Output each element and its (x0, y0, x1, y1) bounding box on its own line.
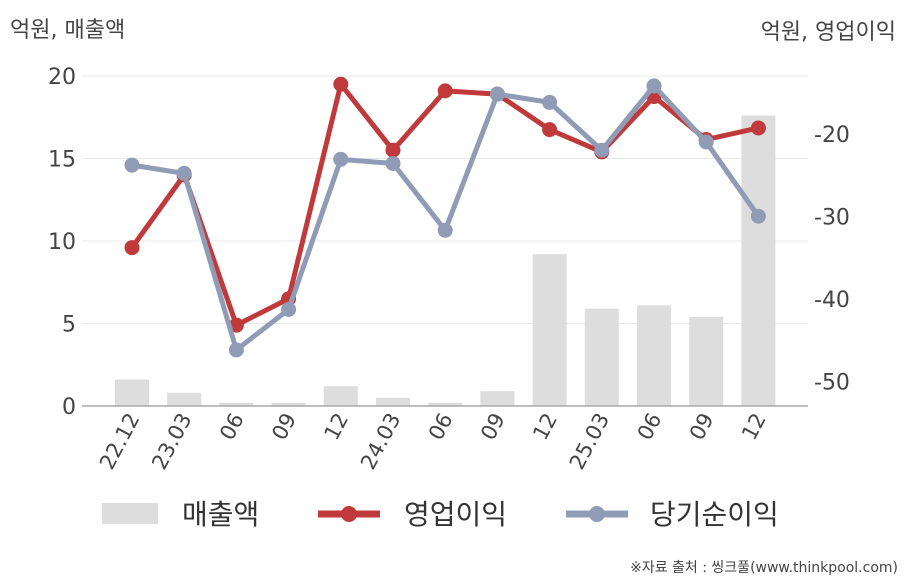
x-tick-label: 09 (476, 409, 510, 444)
series-point (333, 76, 349, 92)
right-tick-label: -50 (814, 370, 850, 395)
bar (167, 392, 202, 406)
legend-label-net-income: 당기순이익 (650, 498, 779, 531)
left-axis-label: 억원, 매출액 (10, 18, 125, 43)
bar (323, 386, 358, 406)
series-line (129, 81, 761, 328)
series-point (646, 78, 662, 94)
series-point (489, 86, 505, 102)
right-axis-ticks: -50 -40 -30 -20 (814, 123, 850, 396)
line-series (124, 76, 766, 358)
bar (532, 254, 567, 406)
series-point (124, 240, 140, 256)
series-point (437, 222, 453, 238)
bar (584, 308, 619, 406)
legend-marker-net-income (589, 506, 605, 522)
right-axis-label: 억원, 영업이익 (761, 20, 896, 45)
series-point (228, 342, 244, 358)
legend-marker-operating-profit (341, 506, 357, 522)
series-point (750, 120, 766, 136)
bar (480, 391, 515, 406)
x-tick-label: 06 (633, 409, 667, 444)
series-point (281, 301, 297, 317)
series-point (750, 208, 766, 224)
x-tick-label: 22.12 (95, 409, 144, 473)
right-tick-label: -20 (814, 123, 850, 148)
bar (271, 402, 306, 406)
left-tick-label: 5 (62, 313, 76, 338)
left-axis-ticks: 0 5 10 15 20 (48, 65, 76, 420)
right-tick-label: -40 (814, 288, 850, 313)
source-note: ※자료 출처 : 씽크풀(www.thinkpool.com) (630, 560, 898, 576)
left-tick-label: 10 (48, 230, 76, 255)
series-point (333, 151, 349, 167)
x-tick-label: 25.03 (565, 409, 614, 473)
right-tick-label: -30 (814, 205, 850, 230)
legend-swatch-revenue (102, 503, 158, 524)
series-point (437, 83, 453, 99)
series-point (124, 157, 140, 173)
x-tick-label: 06 (215, 409, 249, 444)
series-point (698, 134, 714, 150)
x-tick-label: 12 (737, 409, 771, 444)
bar (219, 402, 254, 406)
series-point (176, 165, 192, 181)
bar (637, 305, 671, 406)
x-tick-label: 24.03 (356, 409, 405, 473)
x-tick-label: 23.03 (147, 409, 196, 473)
x-tick-label: 12 (528, 409, 562, 444)
left-tick-label: 20 (48, 65, 76, 90)
series-point (594, 142, 610, 158)
series-point (542, 94, 558, 110)
bar (741, 115, 776, 406)
series-point (385, 155, 401, 171)
x-tick-label: 06 (424, 409, 458, 444)
legend: 매출액 영업이익 당기순이익 (102, 498, 779, 531)
bar (115, 379, 149, 406)
x-axis-ticks: 22.12 23.03 06 09 12 24.03 06 09 12 25.03 06 09 12 (95, 409, 771, 473)
x-tick-label: 12 (319, 409, 353, 444)
x-tick-label: 09 (685, 409, 719, 444)
legend-label-revenue: 매출액 (182, 498, 259, 531)
series-point (542, 122, 558, 138)
bar (689, 316, 724, 406)
bar-series (115, 115, 776, 406)
legend-label-operating-profit: 영업이익 (404, 498, 507, 531)
left-tick-label: 15 (48, 148, 76, 173)
left-tick-label: 0 (62, 395, 76, 420)
bar (376, 397, 410, 406)
bar (428, 402, 463, 406)
series-point (385, 142, 401, 158)
x-tick-label: 09 (267, 409, 301, 444)
